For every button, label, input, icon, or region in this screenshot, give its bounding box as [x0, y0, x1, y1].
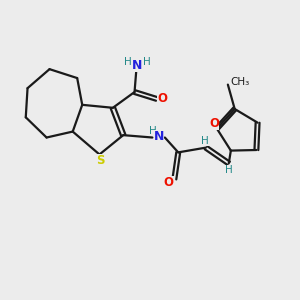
Text: H: H	[226, 165, 233, 175]
Text: O: O	[209, 117, 219, 130]
Text: O: O	[158, 92, 167, 105]
Text: H: H	[124, 57, 132, 67]
Text: CH₃: CH₃	[231, 76, 250, 87]
Text: N: N	[132, 59, 142, 72]
Text: S: S	[96, 154, 104, 167]
Text: O: O	[164, 176, 173, 189]
Text: H: H	[149, 126, 157, 136]
Text: N: N	[154, 130, 164, 143]
Text: H: H	[201, 136, 209, 146]
Text: H: H	[143, 57, 151, 67]
